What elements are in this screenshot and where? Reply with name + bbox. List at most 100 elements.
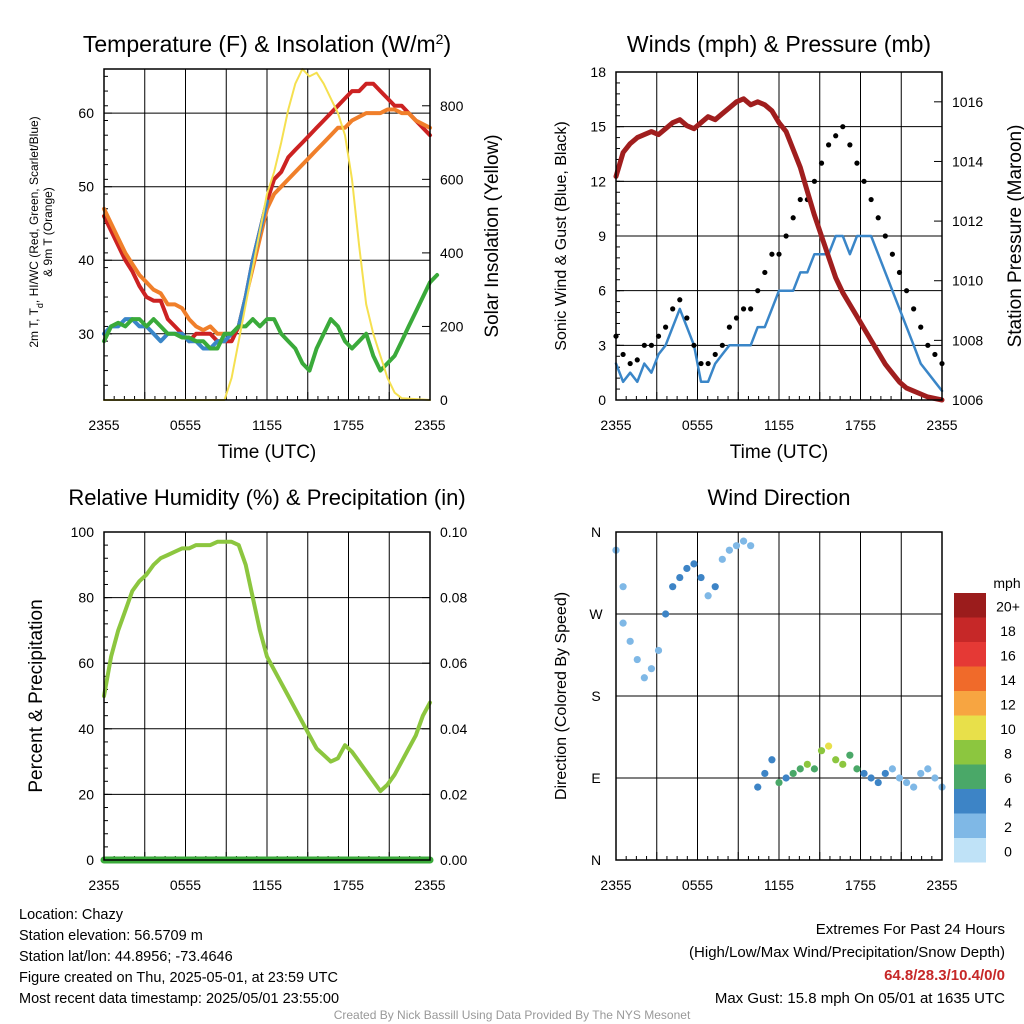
recent-text: Most recent data timestamp: 2025/05/01 2…: [19, 991, 340, 1007]
legend-label: 2: [1004, 819, 1012, 835]
gust-point: [698, 360, 704, 367]
y-tick-label: 6: [598, 283, 606, 299]
latlon-text: Station lat/lon: 44.8956; -73.4646: [19, 949, 233, 965]
winds-ylabel-right: Station Pressure (Maroon): [1005, 125, 1024, 348]
gust-point: [889, 251, 895, 257]
y-tick-label: 40: [78, 252, 94, 268]
direction-point: [931, 774, 939, 782]
gust-point: [740, 306, 747, 312]
winds-xlabel: Time (UTC): [730, 442, 829, 463]
x-tick-label: 1155: [252, 417, 282, 433]
gust-point: [911, 306, 917, 312]
y-tick-label: 40: [78, 721, 94, 737]
extremes-subtitle: (High/Low/Max Wind/Precipitation/Snow De…: [689, 944, 1005, 961]
y-right-tick-label: 1008: [952, 332, 983, 348]
y-tick-label: S: [591, 688, 600, 704]
x-tick-label: 0555: [170, 417, 201, 433]
y-tick-label: W: [589, 606, 603, 622]
gust-point: [769, 251, 775, 257]
direction-point: [747, 542, 755, 550]
series-line: [103, 68, 431, 401]
direction-point: [796, 765, 804, 773]
temperature-ylabel-right: Solar Insolation (Yellow): [482, 134, 503, 337]
legend-label: 12: [1000, 696, 1016, 712]
y-right-tick-label: 0.00: [440, 852, 467, 868]
gust-point: [755, 288, 761, 294]
extremes-info: Extremes For Past 24 Hours (High/Low/Max…: [689, 918, 1005, 1010]
plot-frame: [615, 531, 943, 861]
extremes-title: Extremes For Past 24 Hours: [815, 921, 1005, 938]
gust-point: [684, 315, 690, 321]
gust-point: [655, 333, 662, 339]
direction-point: [910, 783, 918, 791]
gust-point: [918, 324, 924, 330]
gust-point: [712, 351, 718, 358]
gust-point: [719, 342, 725, 348]
gust-point: [818, 160, 825, 166]
legend-label: 4: [1004, 794, 1012, 810]
gust-point: [854, 160, 860, 166]
direction-point: [846, 751, 854, 759]
y-right-tick-label: 0.02: [440, 786, 467, 802]
max-gust-text: Max Gust: 15.8 mph On 05/01 at 1635 UTC: [714, 990, 1005, 1007]
legend-label: 0: [1004, 843, 1012, 859]
legend-swatch: [954, 813, 986, 838]
y-tick-label: 0: [598, 392, 606, 408]
x-tick-label: 1755: [333, 417, 364, 433]
y-tick-label: 60: [78, 655, 94, 671]
gust-point: [641, 342, 647, 348]
y-right-tick-label: 0.04: [440, 721, 467, 737]
legend-label: 8: [1004, 745, 1012, 761]
y-tick-label: 3: [598, 337, 606, 353]
series-line: [614, 234, 944, 393]
y-right-tick-label: 200: [440, 318, 464, 334]
direction-point: [662, 610, 670, 618]
temperature-xlabel: Time (UTC): [218, 442, 317, 463]
direction-point: [690, 560, 698, 568]
legend-swatch: [954, 764, 986, 789]
direction-point: [867, 774, 875, 782]
legend-label: 18: [1000, 623, 1016, 639]
y-right-tick-label: 800: [440, 98, 464, 114]
y-right-tick-label: 1014: [952, 153, 983, 169]
direction-point: [626, 637, 634, 645]
y-tick-label: 12: [590, 173, 606, 189]
credit-text: Created By Nick Bassill Using Data Provi…: [334, 1008, 691, 1022]
direction-point: [718, 555, 726, 563]
legend-swatch: [954, 617, 986, 642]
y-right-tick-label: 1006: [952, 392, 983, 408]
legend-label: 10: [1000, 721, 1016, 737]
gust-point: [762, 269, 768, 276]
gust-point: [790, 215, 796, 221]
x-tick-label: 2355: [88, 877, 119, 893]
svg-text:2m T, Td, HI/WC (Red, Green, S: 2m T, Td, HI/WC (Red, Green, Scarlet/Blu…: [27, 116, 45, 347]
direction-point: [775, 778, 783, 787]
y-tick-label: 9: [598, 228, 606, 244]
station-info: Location: Chazy Station elevation: 56.57…: [19, 905, 339, 1010]
direction-point: [640, 674, 648, 682]
gust-point: [868, 196, 874, 203]
temperature-ylabel-left: 2m T, Td, HI/WC (Red, Green, Scarlet/Blu…: [27, 116, 55, 347]
created-text: Figure created on Thu, 2025-05-01, at 23…: [19, 970, 338, 986]
y-tick-label: N: [591, 852, 601, 868]
plot-frame: [103, 68, 431, 401]
gust-point: [748, 306, 754, 312]
legend-label: 14: [1000, 672, 1016, 688]
gust-point: [670, 306, 676, 312]
direction-point: [761, 769, 769, 778]
gust-point: [691, 342, 697, 348]
x-tick-label: 2355: [414, 417, 445, 433]
y-right-tick-label: 600: [440, 171, 464, 187]
humidity-title: Relative Humidity (%) & Precipitation (i…: [68, 485, 465, 510]
gust-point: [896, 269, 903, 276]
legend-swatch: [954, 691, 986, 716]
y-right-tick-label: 1012: [952, 213, 983, 229]
legend-swatch: [954, 593, 986, 618]
x-tick-label: 0555: [170, 877, 201, 893]
gust-point: [620, 351, 626, 358]
legend-swatch: [954, 789, 986, 814]
x-tick-label: 1755: [333, 877, 364, 893]
gust-point: [903, 288, 910, 294]
x-tick-label: 2355: [600, 417, 631, 433]
direction-point: [924, 765, 932, 773]
